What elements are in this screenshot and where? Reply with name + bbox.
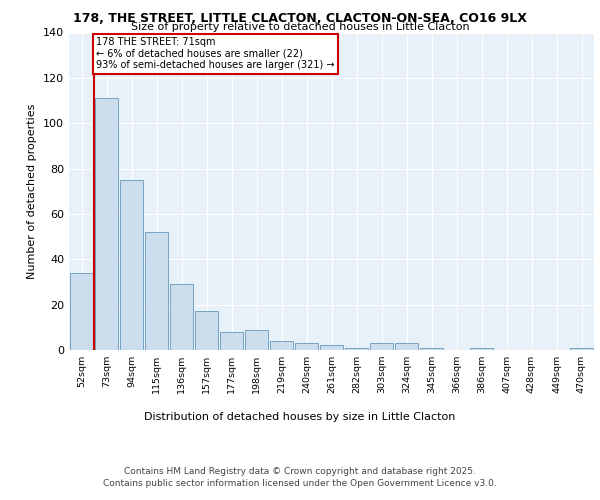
Bar bbox=[344, 348, 368, 350]
Y-axis label: Number of detached properties: Number of detached properties bbox=[28, 104, 37, 279]
Bar bbox=[470, 348, 493, 350]
Bar bbox=[70, 273, 94, 350]
Text: Size of property relative to detached houses in Little Clacton: Size of property relative to detached ho… bbox=[131, 22, 469, 32]
Bar bbox=[569, 348, 593, 350]
Text: 178, THE STREET, LITTLE CLACTON, CLACTON-ON-SEA, CO16 9LX: 178, THE STREET, LITTLE CLACTON, CLACTON… bbox=[73, 12, 527, 26]
Bar bbox=[95, 98, 118, 350]
Bar bbox=[245, 330, 268, 350]
Text: Distribution of detached houses by size in Little Clacton: Distribution of detached houses by size … bbox=[145, 412, 455, 422]
Bar bbox=[269, 341, 293, 350]
Bar bbox=[320, 346, 343, 350]
Bar bbox=[194, 312, 218, 350]
Bar bbox=[170, 284, 193, 350]
Bar bbox=[295, 343, 319, 350]
Text: Contains public sector information licensed under the Open Government Licence v3: Contains public sector information licen… bbox=[103, 479, 497, 488]
Bar bbox=[119, 180, 143, 350]
Text: 178 THE STREET: 71sqm
← 6% of detached houses are smaller (22)
93% of semi-detac: 178 THE STREET: 71sqm ← 6% of detached h… bbox=[97, 37, 335, 70]
Bar bbox=[220, 332, 244, 350]
Bar bbox=[395, 343, 418, 350]
Bar bbox=[419, 348, 443, 350]
Bar bbox=[145, 232, 169, 350]
Text: Contains HM Land Registry data © Crown copyright and database right 2025.: Contains HM Land Registry data © Crown c… bbox=[124, 468, 476, 476]
Bar bbox=[370, 343, 394, 350]
